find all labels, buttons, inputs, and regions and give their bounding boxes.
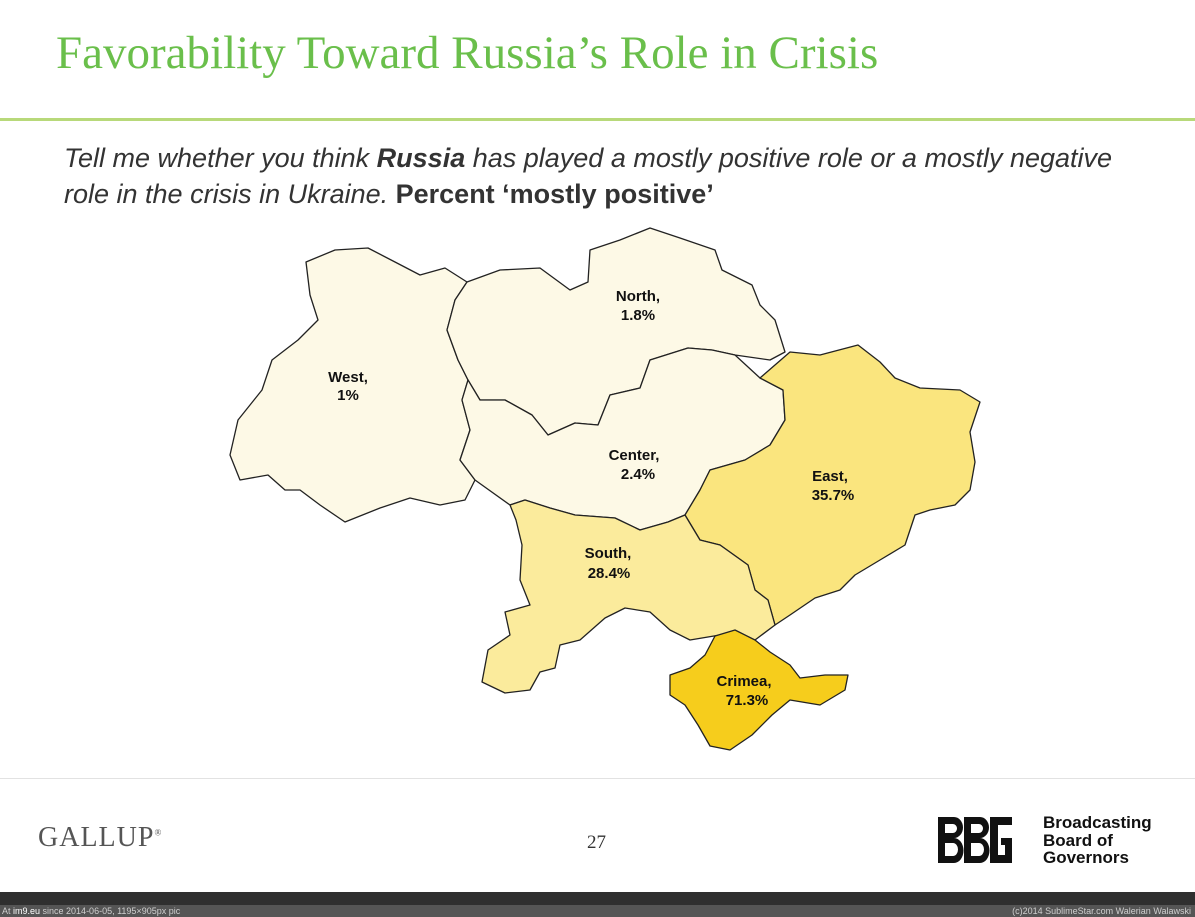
region-value-east: 35.7% <box>812 487 855 504</box>
title-divider <box>0 118 1195 121</box>
bbg-line-3: Governors <box>1043 848 1129 867</box>
bbg-logo-icon <box>938 817 1012 863</box>
region-label-west: West, <box>328 369 368 386</box>
region-west <box>229 247 476 523</box>
question-text-end: has played a mostly positive role or a m… <box>64 143 1113 209</box>
gallup-logo: GALLUP® <box>38 822 162 854</box>
page-title: Favorability Toward Russia’s Role in Cri… <box>56 27 879 79</box>
region-label-center: Center, <box>609 447 660 464</box>
watermark-right: (c)2014 SublimeStar.com Walerian Walawsk… <box>1012 906 1191 916</box>
watermark-prefix: At <box>2 906 14 916</box>
bottom-bar <box>0 892 1195 905</box>
watermark-left: At im9.eu since 2014-06-05, 1195×905px p… <box>2 905 180 917</box>
registered-mark: ® <box>154 827 163 838</box>
survey-question: Tell me whether you think Russia has pla… <box>64 140 1154 212</box>
bbg-line-1: Broadcasting <box>1043 813 1152 832</box>
watermark-site-link[interactable]: im9.eu <box>13 906 41 916</box>
region-label-south: South, <box>585 545 632 562</box>
question-text-start: Tell me whether you think <box>64 143 377 173</box>
page-number: 27 <box>587 832 606 853</box>
region-crimea <box>669 629 849 751</box>
region-east <box>684 344 981 626</box>
region-label-east: East, <box>812 468 848 485</box>
region-value-north: 1.8% <box>621 307 655 324</box>
bbg-name: Broadcasting Board of Governors <box>1043 814 1152 867</box>
percent-label: Percent ‘mostly positive’ <box>395 179 714 209</box>
region-value-south: 28.4% <box>588 565 631 582</box>
region-label-crimea: Crimea, <box>716 673 771 690</box>
watermark-strip: At im9.eu since 2014-06-05, 1195×905px p… <box>0 905 1195 917</box>
watermark-info: since 2014-06-05, 1195×905px pic <box>40 906 181 916</box>
gallup-wordmark: GALLUP <box>38 822 155 853</box>
question-emphasis: Russia <box>376 143 466 173</box>
region-value-crimea: 71.3% <box>726 692 769 709</box>
region-value-center: 2.4% <box>621 466 655 483</box>
region-label-north: North, <box>616 288 660 305</box>
region-value-west: 1% <box>337 387 359 404</box>
footer-divider <box>0 778 1195 779</box>
region-south <box>481 499 776 694</box>
bbg-line-2: Board of <box>1043 830 1113 850</box>
